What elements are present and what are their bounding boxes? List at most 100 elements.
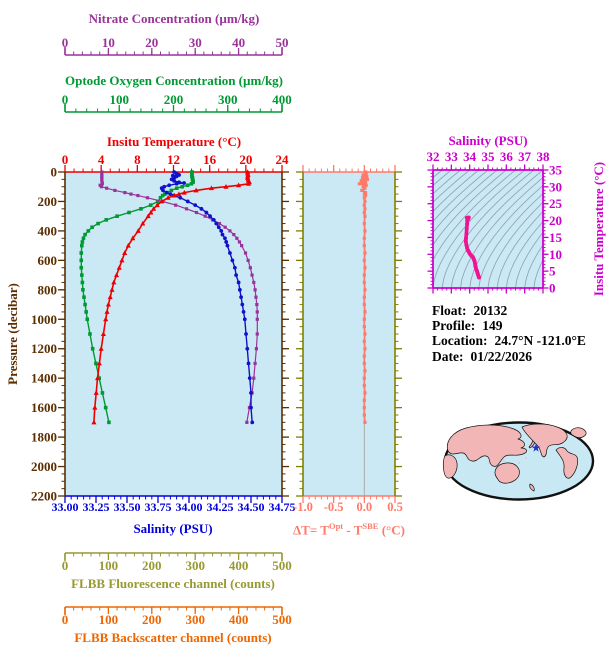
date-line: Date: 01/22/2026 (432, 349, 586, 364)
delta-t-label-prefix: ΔT= T (293, 522, 329, 538)
svg-text:8: 8 (134, 152, 141, 167)
svg-text:0.5: 0.5 (387, 500, 403, 514)
svg-text:1400: 1400 (31, 371, 57, 386)
svg-text:1200: 1200 (31, 341, 57, 356)
map-australia (494, 462, 520, 484)
map-landmasses (442, 423, 587, 492)
svg-text:200: 200 (164, 92, 184, 107)
svg-text:32: 32 (427, 149, 440, 164)
profile-label: Profile: (432, 318, 476, 334)
map-islands (488, 452, 527, 464)
oxygen-scale-bar: 0 100 200 300 400 (62, 92, 292, 113)
svg-text:33.25: 33.25 (83, 500, 110, 514)
backscatter-axis-title: FLBB Backscatter channel (counts) (74, 630, 272, 645)
svg-text:34.50: 34.50 (238, 500, 265, 514)
svg-text:38: 38 (537, 149, 551, 164)
svg-text:16: 16 (203, 152, 217, 167)
pressure-axis-right (282, 171, 289, 497)
svg-text:400: 400 (272, 92, 292, 107)
svg-text:1600: 1600 (31, 400, 57, 415)
date-value: 01/22/2026 (470, 348, 532, 364)
svg-text:100: 100 (99, 558, 119, 573)
svg-text:10: 10 (549, 247, 562, 262)
svg-text:0: 0 (62, 612, 69, 627)
svg-text:50: 50 (276, 35, 289, 50)
pressure-axis: 0 200 400 600 800 1000 1200 1400 1600 1800 2000 220… (31, 165, 65, 504)
svg-text:37: 37 (518, 149, 532, 164)
location-value: 24.7°N -121.0°E (494, 333, 586, 349)
profile-value: 149 (482, 318, 503, 334)
svg-text:20: 20 (239, 152, 252, 167)
float-info-block: Float: 20132 Profile: 149 Location: 24.7°N … (432, 303, 586, 364)
svg-text:0: 0 (62, 35, 69, 50)
delta-t-curve (357, 170, 369, 424)
svg-text:400: 400 (229, 612, 249, 627)
world-map (442, 421, 595, 501)
svg-text:200: 200 (142, 612, 162, 627)
svg-text:-0.5: -0.5 (324, 500, 344, 514)
svg-text:500: 500 (272, 558, 292, 573)
svg-text:0: 0 (62, 558, 69, 573)
temperature-profile-curve (91, 169, 253, 425)
salinity-profile-curve (159, 170, 255, 425)
svg-text:5: 5 (549, 264, 556, 279)
svg-text:20: 20 (549, 213, 562, 228)
svg-text:12: 12 (167, 152, 180, 167)
svg-text:36: 36 (500, 149, 514, 164)
svg-text:20: 20 (145, 35, 158, 50)
svg-text:35: 35 (482, 149, 496, 164)
svg-text:35: 35 (549, 163, 563, 178)
delta-t-label-mid: - T (343, 522, 363, 538)
main-profile-panel: 0 4 8 12 16 20 24 33.00 33.25 33.50 33.75 34.00 34.2… (31, 152, 296, 514)
float-id-line: Float: 20132 (432, 303, 586, 318)
svg-text:600: 600 (38, 253, 58, 268)
svg-text:0: 0 (62, 152, 69, 167)
svg-text:0: 0 (51, 165, 58, 180)
ts-curve (463, 215, 482, 280)
delta-t-label-sup1: Opt (328, 521, 344, 531)
location-line: Location: 24.7°N -121.0°E (432, 333, 586, 348)
delta-t-axis-title: ΔT= TOpt - TSBE (°C) (293, 521, 405, 538)
svg-text:4: 4 (98, 152, 105, 167)
svg-text:200: 200 (142, 558, 162, 573)
svg-text:-1.0: -1.0 (293, 500, 313, 514)
svg-text:33: 33 (445, 149, 459, 164)
svg-text:10: 10 (102, 35, 115, 50)
svg-text:33.00: 33.00 (52, 500, 79, 514)
temperature-axis-title: Insitu Temperature (°C) (106, 134, 242, 149)
svg-text:1000: 1000 (31, 312, 57, 327)
svg-text:34.75: 34.75 (269, 500, 296, 514)
location-label: Location: (432, 333, 488, 349)
svg-text:400: 400 (38, 223, 58, 238)
map-new-zealand (529, 483, 535, 492)
svg-text:0: 0 (549, 281, 556, 296)
svg-text:30: 30 (549, 179, 562, 194)
svg-text:15: 15 (549, 230, 563, 245)
nitrate-scale-bar: 0 10 20 30 40 50 (62, 35, 289, 56)
float-location-marker (531, 443, 541, 452)
svg-text:40: 40 (232, 35, 245, 50)
svg-text:30: 30 (189, 35, 202, 50)
map-south-america (555, 447, 578, 479)
svg-text:34.25: 34.25 (207, 500, 234, 514)
svg-text:34.00: 34.00 (176, 500, 203, 514)
nitrate-axis-title: Nitrate Concentration (µm/kg) (88, 11, 260, 26)
fluorescence-scale-bar: 0 100 200 300 400 500 (62, 552, 292, 573)
oxygen-profile-curve (79, 170, 195, 425)
delta-t-x-axis: -1.0 -0.5 0.0 0.5 (293, 165, 403, 514)
svg-text:100: 100 (99, 612, 119, 627)
date-label: Date: (432, 348, 464, 364)
float-id-value: 20132 (473, 303, 508, 318)
svg-text:2000: 2000 (31, 459, 57, 474)
map-eurasia (446, 424, 527, 467)
svg-text:24: 24 (276, 152, 290, 167)
svg-text:500: 500 (272, 612, 292, 627)
svg-text:300: 300 (218, 92, 238, 107)
svg-text:400: 400 (229, 558, 249, 573)
svg-text:33.50: 33.50 (114, 500, 141, 514)
oxygen-axis-title: Optode Oxygen Concentration (µm/kg) (64, 73, 284, 88)
